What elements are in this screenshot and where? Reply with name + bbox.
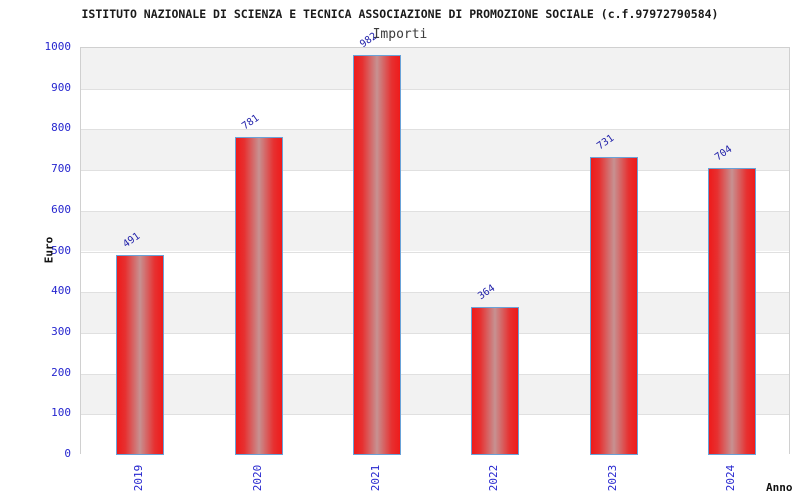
x-tick-label-2023: 2023	[605, 464, 619, 492]
gridline	[81, 210, 789, 212]
gridline	[81, 170, 789, 172]
gridline	[81, 373, 789, 375]
x-tick-label-2021: 2021	[368, 464, 382, 492]
x-axis-title: Anno	[766, 481, 793, 494]
y-tick-label: 1000	[44, 40, 72, 53]
grid-band	[81, 414, 789, 455]
chart-title: ISTITUTO NAZIONALE DI SCIENZA E TECNICA …	[81, 7, 719, 21]
grid-band	[81, 88, 789, 130]
y-tick-label: 100	[51, 406, 71, 420]
y-tick-label: 400	[51, 284, 71, 298]
bar-2020	[234, 137, 283, 455]
grid-band	[81, 210, 789, 252]
gridline	[81, 332, 789, 334]
gridline	[81, 414, 789, 416]
grid-band	[81, 251, 789, 293]
grid-band	[81, 373, 789, 415]
gridline	[81, 292, 789, 294]
grid-band	[81, 332, 789, 374]
grid-band	[81, 170, 789, 211]
bar-2024	[707, 168, 756, 455]
y-tick-label: 700	[51, 162, 71, 176]
x-tick-label-2022: 2022	[487, 464, 501, 492]
bar-2022	[471, 306, 520, 455]
y-tick-label: 500	[51, 243, 71, 257]
y-tick-label: 0	[64, 447, 71, 460]
gridline	[81, 129, 789, 131]
y-tick-label: 900	[51, 80, 71, 94]
y-tick-label: 600	[51, 202, 71, 216]
bar-2021	[352, 55, 401, 455]
gridline	[81, 251, 789, 253]
grid-band	[81, 292, 789, 333]
bar-2023	[589, 157, 638, 455]
x-tick-label-2019: 2019	[132, 464, 146, 492]
chart-subtitle: Importi	[372, 27, 428, 42]
plot-area: 491 781 982 364 731 704	[80, 31, 790, 455]
x-tick-label-2024: 2024	[723, 464, 737, 492]
grid-band	[81, 129, 789, 171]
gridline	[81, 88, 789, 90]
y-tick-label: 800	[51, 121, 71, 135]
y-axis-title: Euro	[42, 236, 56, 264]
bar-2019	[116, 255, 165, 455]
x-tick-label-2020: 2020	[250, 464, 264, 492]
y-tick-label: 200	[51, 365, 71, 379]
grid-band	[81, 48, 789, 89]
y-tick-label: 300	[51, 324, 71, 338]
